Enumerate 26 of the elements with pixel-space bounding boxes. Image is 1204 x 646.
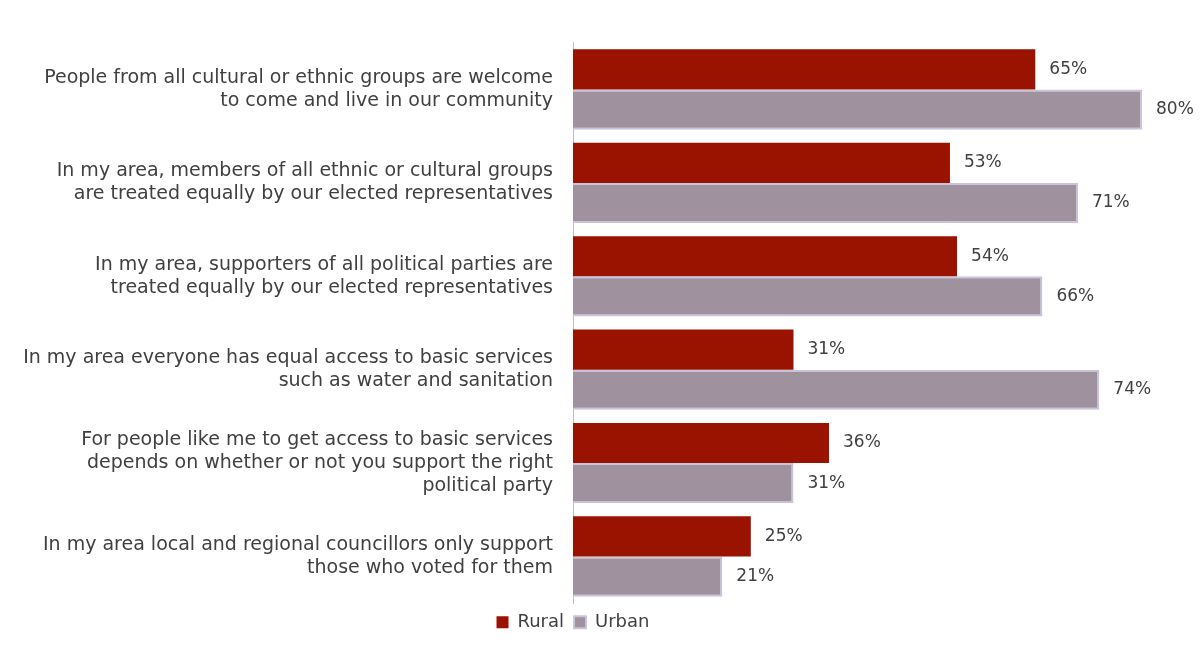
data-label: 66%	[1056, 284, 1095, 305]
y-tick-label: For people like me to get access to basic services depends on whether or not you support the right political party	[81, 427, 553, 495]
data-label: 36%	[843, 431, 881, 452]
data-label: 54%	[971, 244, 1009, 265]
data-label: 65%	[1049, 57, 1088, 78]
bar	[573, 422, 830, 464]
data-label: 74%	[1113, 378, 1152, 399]
legend-label: Urban	[595, 609, 650, 631]
data-label: 80%	[1156, 98, 1194, 118]
bar	[573, 49, 1036, 90]
y-tick-label: In my area, supporters of all political parties are treated equally by our elected representatives	[95, 251, 553, 297]
bar	[573, 236, 958, 277]
data-label: 31%	[807, 338, 846, 359]
data-label: 71%	[1091, 191, 1130, 212]
data-label: 21%	[736, 565, 775, 585]
y-tick-label: In my area everyone has equal access to basic services such as water and sanitation	[23, 345, 553, 391]
bar	[573, 516, 751, 557]
y-tick-label: In my area, members of all ethnic or cultural groups are treated equally by our elected representatives	[56, 158, 553, 204]
data-label: 25%	[764, 524, 803, 545]
y-tick-label: People from all cultural or ethnic groups are welcome to come and live in our community	[44, 65, 553, 110]
bar	[573, 329, 794, 370]
bar	[573, 142, 950, 183]
y-tick-label: In my area local and regional councillors only support those who voted for them	[42, 532, 553, 577]
legend-label: Rural	[517, 609, 565, 631]
data-label: 31%	[807, 471, 846, 492]
data-label: 53%	[963, 151, 1002, 172]
